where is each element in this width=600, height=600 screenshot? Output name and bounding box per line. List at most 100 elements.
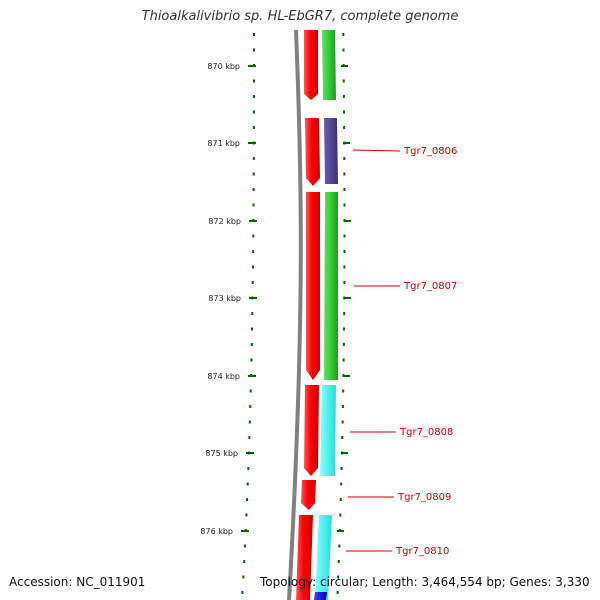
minor-tick-inner [252, 188, 255, 191]
minor-tick-outer [342, 79, 345, 83]
minor-tick-outer [342, 389, 345, 393]
gene-red-2 [305, 118, 320, 186]
minor-tick-inner [249, 389, 252, 393]
minor-tick-inner [246, 482, 249, 486]
minor-tick-outer [338, 529, 341, 532]
minor-tick-outer [342, 358, 345, 362]
minor-tick-outer [343, 141, 346, 145]
minor-tick-inner [249, 405, 252, 408]
minor-tick-outer [342, 374, 345, 377]
gene-label[interactable]: Tgr7_0806 [403, 146, 457, 157]
gene-label-layer: Tgr7_0806 Tgr7_0807 Tgr7_0808 Tgr7_0809 Tgr7… [346, 146, 457, 557]
minor-tick-inner [250, 358, 253, 362]
minor-tick-inner [252, 79, 255, 83]
minor-tick-outer [336, 591, 339, 594]
minor-tick-outer [341, 420, 344, 424]
gene-red-1 [304, 30, 318, 100]
gene-red-3 [306, 192, 320, 380]
minor-tick-inner [252, 126, 255, 129]
tick-label: 876 kbp [200, 527, 233, 536]
minor-tick-inner [251, 296, 254, 300]
tick-label: 874 kbp [207, 372, 240, 381]
minor-tick-inner [251, 312, 254, 315]
minor-tick-inner [252, 64, 255, 67]
minor-tick-outer [342, 95, 345, 98]
tick-label: 871 kbp [207, 139, 240, 148]
minor-tick-inner [252, 234, 255, 238]
minor-tick-outer [343, 250, 346, 253]
minor-tick-outer [339, 513, 342, 517]
minor-tick-inner [251, 265, 254, 269]
minor-tick-outer [342, 343, 345, 346]
gene-blue-1 [314, 592, 327, 600]
minor-tick-inner [241, 591, 244, 594]
minor-tick-outer [340, 467, 343, 470]
gene-label[interactable]: Tgr7_0809 [397, 492, 451, 503]
minor-tick-inner [247, 467, 250, 470]
gene-red-6 [296, 515, 313, 600]
minor-tick-outer [343, 188, 346, 191]
gene-green-2 [324, 192, 338, 380]
gene-label[interactable]: Tgr7_0807 [403, 281, 457, 292]
minor-tick-inner [252, 141, 255, 145]
minor-tick-outer [343, 110, 346, 114]
gene-label[interactable]: Tgr7_0808 [399, 427, 453, 438]
minor-tick-outer [343, 126, 346, 129]
gene-cyan-1 [320, 385, 336, 476]
minor-tick-inner [244, 529, 247, 532]
tick-label: 873 kbp [208, 294, 241, 303]
minor-tick-outer [343, 265, 346, 269]
gene-green-1 [322, 30, 336, 100]
minor-tick-outer [343, 203, 346, 207]
tick-label: 870 kbp [207, 62, 240, 71]
minor-tick-inner [243, 560, 246, 563]
minor-tick-inner [247, 451, 250, 455]
minor-tick-outer [340, 451, 343, 455]
minor-tick-outer [343, 281, 346, 284]
minor-tick-outer [340, 482, 343, 486]
minor-tick-outer [343, 172, 346, 176]
minor-tick-inner [252, 172, 255, 176]
genome-backbone [287, 29, 303, 600]
minor-tick-inner [251, 327, 254, 331]
minor-tick-outer [343, 327, 346, 331]
gene-red-4 [304, 385, 319, 476]
minor-tick-outer [342, 48, 345, 52]
minor-tick-outer [343, 296, 346, 300]
minor-tick-inner [252, 33, 255, 36]
minor-tick-inner [245, 513, 248, 517]
minor-tick-inner [252, 219, 255, 222]
minor-tick-inner [252, 250, 255, 253]
minor-tick-inner [252, 95, 255, 98]
minor-tick-inner [242, 575, 245, 579]
minor-tick-inner [252, 110, 255, 114]
minor-tick-inner [248, 436, 251, 439]
minor-tick-inner [252, 203, 255, 207]
gene-label[interactable]: Tgr7_0810 [395, 546, 449, 557]
minor-tick-outer [343, 219, 346, 222]
minor-tick-inner [251, 281, 254, 284]
minor-tick-outer [343, 157, 346, 160]
gene-purple-1 [324, 118, 338, 184]
map-title: Thioalkalivibrio sp. HL-EbGR7, complete … [141, 9, 459, 24]
gene-label-leader [352, 149, 401, 152]
minor-tick-outer [341, 405, 344, 408]
gene-cyan-2 [315, 515, 332, 600]
tick-layer: 870 kbp 871 kbp 872 kbp 873 kbp 874 kbp 875 k… [200, 33, 351, 594]
minor-tick-inner [246, 498, 249, 501]
minor-tick-outer [343, 312, 346, 315]
minor-tick-outer [342, 33, 345, 36]
minor-tick-outer [339, 498, 342, 501]
minor-tick-outer [337, 575, 340, 579]
minor-tick-outer [343, 234, 346, 238]
tick-label: 872 kbp [208, 217, 241, 226]
gene-red-5 [301, 480, 316, 510]
minor-tick-inner [252, 157, 255, 160]
minor-tick-outer [337, 560, 340, 563]
minor-tick-inner [252, 48, 255, 52]
minor-tick-inner [250, 343, 253, 346]
minor-tick-outer [342, 64, 345, 67]
topology-text: Topology: circular; Length: 3,464,554 bp… [260, 575, 590, 589]
minor-tick-inner [243, 544, 246, 548]
